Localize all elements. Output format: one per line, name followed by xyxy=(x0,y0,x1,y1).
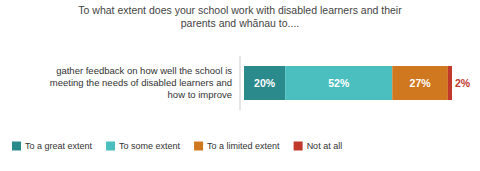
data-label: 2% xyxy=(455,77,471,89)
legend-item: To a great extent xyxy=(12,141,93,151)
legend-item: Not at all xyxy=(294,141,343,151)
title: To what extent does your school work wit… xyxy=(78,4,402,29)
legend-swatch xyxy=(12,142,21,151)
bars xyxy=(244,66,452,100)
legend-swatch xyxy=(194,142,203,151)
data-label: 27% xyxy=(410,77,432,89)
legend-label: To a great extent xyxy=(25,141,93,151)
legend-label: Not at all xyxy=(307,141,343,151)
legend-item: To a limited extent xyxy=(194,141,280,151)
divider xyxy=(240,56,241,110)
legend-swatch xyxy=(106,142,115,151)
data-label: 20% xyxy=(254,77,276,89)
bar-segment xyxy=(392,66,448,100)
legend: To a great extent To some extent To a limi… xyxy=(12,141,342,151)
chart: To what extent does your school work wit… xyxy=(0,0,480,171)
bar-segment xyxy=(244,66,285,100)
bar-segment xyxy=(285,66,392,100)
legend-label: To a limited extent xyxy=(207,141,280,151)
data-labels: 20% 52% 27% 2% xyxy=(254,77,471,89)
legend-swatch xyxy=(294,142,303,151)
legend-item: To some extent xyxy=(106,141,181,151)
legend-label: To some extent xyxy=(119,141,181,151)
bar-segment xyxy=(448,66,452,100)
category-label: gather feedback on how well the school i… xyxy=(50,65,232,100)
data-label: 52% xyxy=(328,77,350,89)
